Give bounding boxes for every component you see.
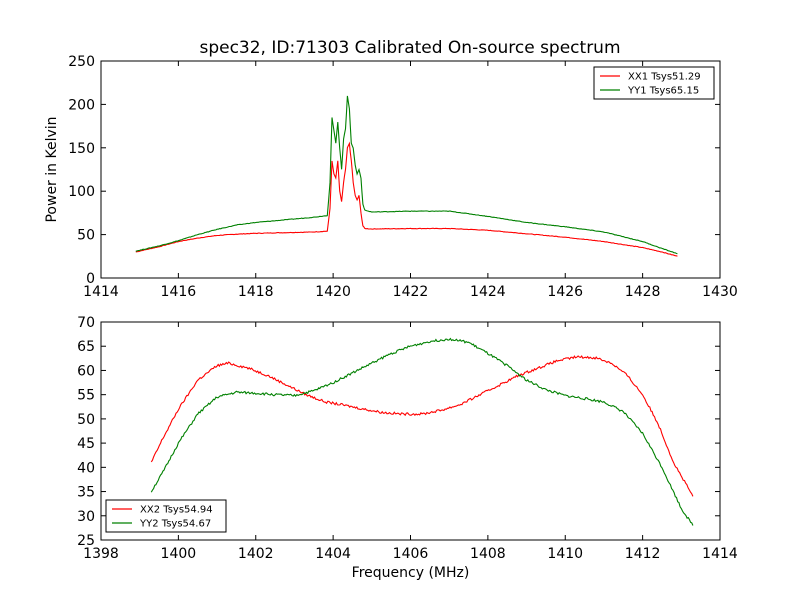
x-tick-label: 1420: [315, 284, 351, 300]
series-line-2-2: [150, 337, 694, 526]
legend-entry: XX2 Tsys54.94: [140, 505, 213, 516]
y-tick-label: 30: [77, 509, 95, 525]
y-tick-label: 25: [77, 533, 95, 549]
x-tick-label: 1424: [470, 284, 506, 300]
x-tick-label: 1398: [83, 546, 119, 562]
y-tick-label: 0: [86, 271, 95, 287]
y-tick-label: 50: [77, 228, 95, 244]
legend-box-1: [593, 66, 715, 100]
x-tick-label: 1408: [470, 546, 506, 562]
y-tick-label: 50: [77, 412, 95, 428]
x-tick-label: 1422: [393, 284, 429, 300]
x-tick-label: 1418: [238, 284, 274, 300]
x-tick-label: 1404: [315, 546, 351, 562]
x-tick-label: 1416: [161, 284, 197, 300]
x-tick-label: 1402: [238, 546, 274, 562]
x-tick-label: 1412: [625, 546, 661, 562]
legend-entry: XX1 Tsys51.29: [628, 72, 701, 83]
y-tick-label: 150: [68, 141, 95, 157]
y-axis-title: Power in Kelvin: [44, 116, 60, 222]
x-tick-label: 1400: [161, 546, 197, 562]
y-tick-label: 65: [77, 339, 95, 355]
x-tick-label: 1410: [547, 546, 583, 562]
series-line-1-2: [135, 95, 678, 255]
y-tick-label: 60: [77, 363, 95, 379]
series-line-1-1: [135, 141, 678, 257]
y-tick-label: 45: [77, 436, 95, 452]
x-axis-title: Frequency (MHz): [352, 565, 470, 581]
y-tick-label: 70: [77, 315, 95, 331]
x-tick-label: 1406: [393, 546, 429, 562]
y-tick-label: 35: [77, 485, 95, 501]
x-tick-label: 1414: [83, 284, 119, 300]
x-tick-label: 1430: [702, 284, 738, 300]
y-tick-label: 200: [68, 97, 95, 113]
legend-entry: YY2 Tsys54.67: [139, 519, 211, 530]
x-tick-label: 1414: [702, 546, 738, 562]
y-tick-label: 55: [77, 388, 95, 404]
y-tick-label: 40: [77, 460, 95, 476]
chart-title: spec32, ID:71303 Calibrated On-source sp…: [199, 38, 620, 58]
series-line-2-1: [150, 355, 694, 497]
legend-box-2: [105, 499, 227, 533]
x-tick-label: 1428: [625, 284, 661, 300]
legend-entry: YY1 Tsys65.15: [627, 86, 699, 97]
y-tick-label: 100: [68, 184, 95, 200]
y-tick-label: 250: [68, 54, 95, 70]
x-tick-label: 1426: [547, 284, 583, 300]
